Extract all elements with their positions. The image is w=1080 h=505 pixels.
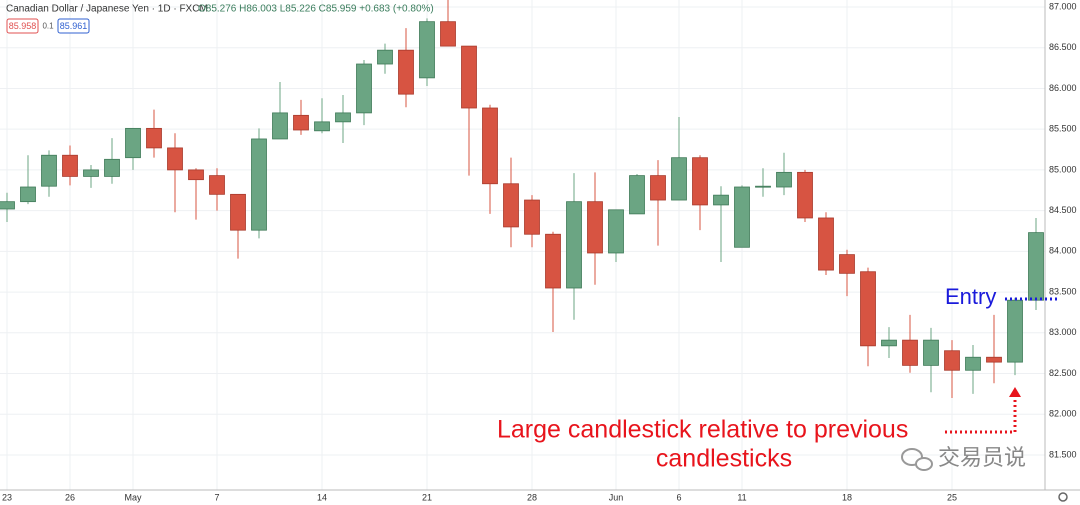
y-tick-label: 85.500: [1049, 124, 1077, 134]
x-tick-label: May: [124, 492, 142, 502]
candle-body: [0, 201, 15, 210]
spread: 0.1: [42, 22, 54, 31]
candle-body: [41, 154, 57, 187]
x-tick-label: 25: [947, 492, 957, 502]
candle-body: [104, 158, 120, 177]
candle-body: [272, 112, 288, 140]
ohlc-readout: O85.276 H86.003 L85.226 C85.959 +0.683 (…: [198, 4, 434, 15]
candle-body: [839, 254, 855, 274]
candle-body: [545, 233, 561, 289]
candle-body: [650, 175, 666, 201]
candle-body: [881, 339, 897, 347]
y-tick-label: 84.000: [1049, 246, 1077, 256]
x-tick-label: 14: [317, 492, 327, 502]
x-tick-label: 28: [527, 492, 537, 502]
candle-body: [734, 186, 750, 248]
x-tick-label: 18: [842, 492, 852, 502]
candle-body: [293, 114, 309, 131]
watermark-icon: [901, 448, 933, 471]
candle-body: [566, 201, 582, 289]
candle-body: [524, 199, 540, 235]
candle-body: [1028, 232, 1044, 301]
candle-body: [419, 21, 435, 79]
candle-body: [188, 169, 204, 181]
ask-box[interactable]: [57, 18, 90, 34]
candle-body: [314, 121, 330, 132]
candle-body: [923, 339, 939, 366]
y-tick-label: 87.000: [1049, 1, 1077, 11]
watermark: 交易员说: [938, 445, 1026, 470]
x-tick-label: 6: [676, 492, 681, 502]
candle-body: [902, 339, 918, 366]
x-tick-label: 26: [65, 492, 75, 502]
candle-body: [944, 350, 960, 371]
candle-body: [860, 271, 876, 347]
y-tick-label: 85.000: [1049, 164, 1077, 174]
candle-body: [209, 175, 225, 195]
annotation: Large candlestick relative to previous: [497, 416, 908, 444]
y-tick-label: 83.500: [1049, 286, 1077, 296]
x-tick-label: 21: [422, 492, 432, 502]
candles: [0, 0, 1044, 398]
annotation: candlesticks: [656, 445, 792, 473]
annotation-pointer: [945, 395, 1017, 434]
x-tick-label: Jun: [609, 492, 624, 502]
candle-body: [671, 157, 687, 201]
candle-body: [146, 127, 162, 149]
candle-body: [776, 171, 792, 188]
candle-body: [503, 183, 519, 228]
candle-body: [629, 175, 645, 215]
y-tick-label: 86.000: [1049, 83, 1077, 93]
entry-label: Entry: [945, 284, 996, 309]
bid-price: 85.958: [9, 21, 37, 31]
candle-body: [587, 201, 603, 254]
candle-body: [167, 147, 183, 171]
candle-body: [398, 49, 414, 95]
candle-body: [797, 171, 813, 219]
symbol-title: Canadian Dollar / Japanese Yen · 1D · FX…: [6, 4, 208, 15]
candle-body: [965, 356, 981, 371]
y-tick-label: 84.500: [1049, 205, 1077, 215]
candle-body: [125, 127, 141, 159]
candle-body: [356, 63, 372, 114]
y-tick-label: 83.000: [1049, 327, 1077, 337]
candle-body: [335, 112, 351, 123]
candle-body: [377, 49, 393, 65]
candle-body: [608, 209, 624, 254]
settings-icon[interactable]: [1058, 492, 1068, 502]
bid-box[interactable]: [6, 18, 39, 34]
y-tick-label: 86.500: [1049, 42, 1077, 52]
candle-body: [692, 157, 708, 206]
y-tick-label: 82.500: [1049, 368, 1077, 378]
candle-body: [818, 217, 834, 271]
ask-price: 85.961: [60, 21, 88, 31]
candle-body: [62, 154, 78, 177]
annotation-arrowhead: [1009, 387, 1021, 397]
y-tick-label: 82.000: [1049, 409, 1077, 419]
x-tick-label: 7: [214, 492, 219, 502]
candle-body: [1007, 299, 1023, 363]
candle-body: [986, 356, 1002, 363]
candle-body: [461, 45, 477, 109]
x-tick-label: 11: [737, 492, 746, 502]
candle-body: [83, 169, 99, 177]
y-tick-label: 81.500: [1049, 449, 1077, 459]
x-tick-label: 23: [2, 492, 12, 502]
candle-body: [482, 107, 498, 185]
candle-body: [20, 186, 36, 203]
candle-body: [251, 138, 267, 231]
candle-body: [713, 194, 729, 206]
candle-body: [230, 193, 246, 231]
candle-body: [755, 185, 771, 188]
candle-body: [440, 21, 456, 47]
